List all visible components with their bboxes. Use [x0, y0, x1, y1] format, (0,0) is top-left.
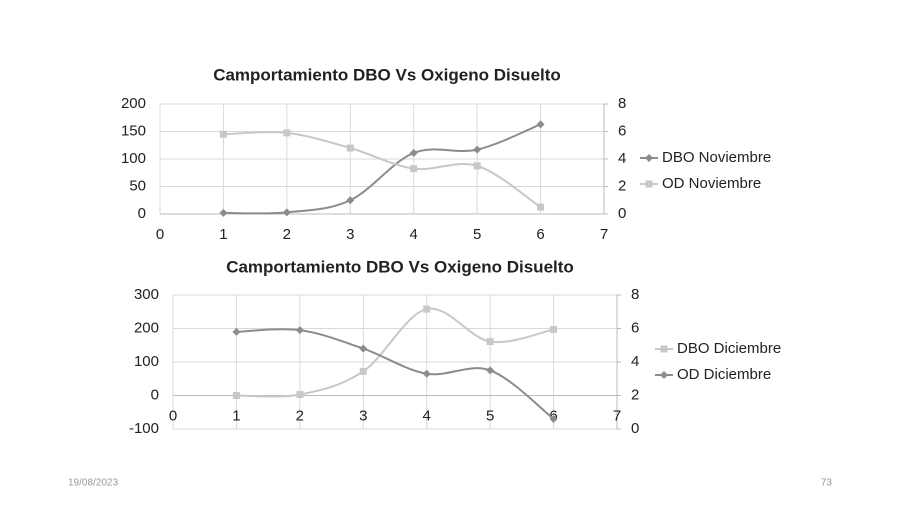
marker — [359, 367, 367, 375]
marker — [660, 345, 668, 353]
x-tick-label: 0 — [156, 226, 164, 243]
legend-label: OD Noviembre — [662, 175, 761, 192]
y2-tick-label: 8 — [631, 286, 639, 303]
y2-tick-label: 2 — [631, 386, 639, 403]
y-tick-label: 150 — [121, 122, 146, 139]
y2-tick-label: 0 — [618, 205, 626, 222]
y-tick-label: 100 — [121, 150, 146, 167]
y2-tick-label: 8 — [618, 95, 626, 112]
marker — [645, 180, 653, 188]
marker — [660, 371, 668, 379]
marker — [296, 390, 304, 398]
x-tick-label: 5 — [486, 407, 494, 424]
marker — [549, 414, 558, 423]
marker — [232, 392, 240, 399]
marker — [645, 154, 653, 162]
marker — [473, 145, 482, 154]
x-tick-label: 3 — [359, 407, 367, 424]
x-tick-label: 0 — [169, 407, 177, 424]
x-tick-label: 4 — [410, 226, 418, 243]
marker — [486, 338, 494, 346]
x-tick-label: 2 — [296, 407, 304, 424]
marker — [359, 344, 368, 353]
legend-label: DBO Noviembre — [662, 149, 771, 166]
legend-label: DBO Diciembre — [677, 340, 781, 357]
y2-tick-label: 6 — [631, 319, 639, 336]
marker — [409, 148, 418, 157]
marker — [283, 129, 291, 137]
marker — [537, 203, 545, 211]
marker — [423, 305, 431, 313]
marker — [410, 165, 418, 173]
marker — [473, 162, 481, 170]
x-tick-label: 4 — [423, 407, 431, 424]
chart-title: Camportamiento DBO Vs Oxigeno Disuelto — [213, 65, 561, 84]
y-tick-label: 300 — [134, 286, 159, 303]
x-tick-label: 3 — [346, 226, 354, 243]
y2-tick-label: 6 — [618, 122, 626, 139]
marker — [219, 208, 228, 217]
y2-tick-label: 4 — [618, 150, 626, 167]
marker — [232, 327, 241, 336]
marker — [219, 130, 227, 138]
chart-title: Camportamiento DBO Vs Oxigeno Disuelto — [226, 257, 574, 276]
marker — [295, 326, 304, 335]
marker — [486, 366, 495, 375]
x-tick-label: 5 — [473, 226, 481, 243]
y-tick-label: 200 — [134, 319, 159, 336]
y-tick-label: 100 — [134, 353, 159, 370]
y-tick-label: 0 — [151, 386, 159, 403]
y-tick-label: 50 — [129, 177, 146, 194]
footer-page: 73 — [821, 478, 833, 489]
y-tick-label: 0 — [138, 205, 146, 222]
y-tick-label: 200 — [121, 95, 146, 112]
marker — [346, 144, 354, 152]
y2-tick-label: 2 — [618, 177, 626, 194]
x-tick-label: 2 — [283, 226, 291, 243]
x-tick-label: 1 — [219, 226, 227, 243]
marker — [550, 326, 558, 334]
marker — [536, 120, 545, 129]
marker — [282, 208, 291, 217]
y2-tick-label: 0 — [631, 420, 639, 437]
y2-tick-label: 4 — [631, 353, 639, 370]
footer-date: 19/08/2023 — [68, 478, 118, 489]
x-tick-label: 6 — [536, 226, 544, 243]
x-tick-label: 1 — [232, 407, 240, 424]
legend-label: OD Diciembre — [677, 366, 771, 383]
marker — [422, 369, 431, 378]
x-tick-label: 7 — [613, 407, 621, 424]
y-tick-label: -100 — [129, 420, 159, 437]
marker — [346, 196, 355, 205]
x-tick-label: 7 — [600, 226, 608, 243]
